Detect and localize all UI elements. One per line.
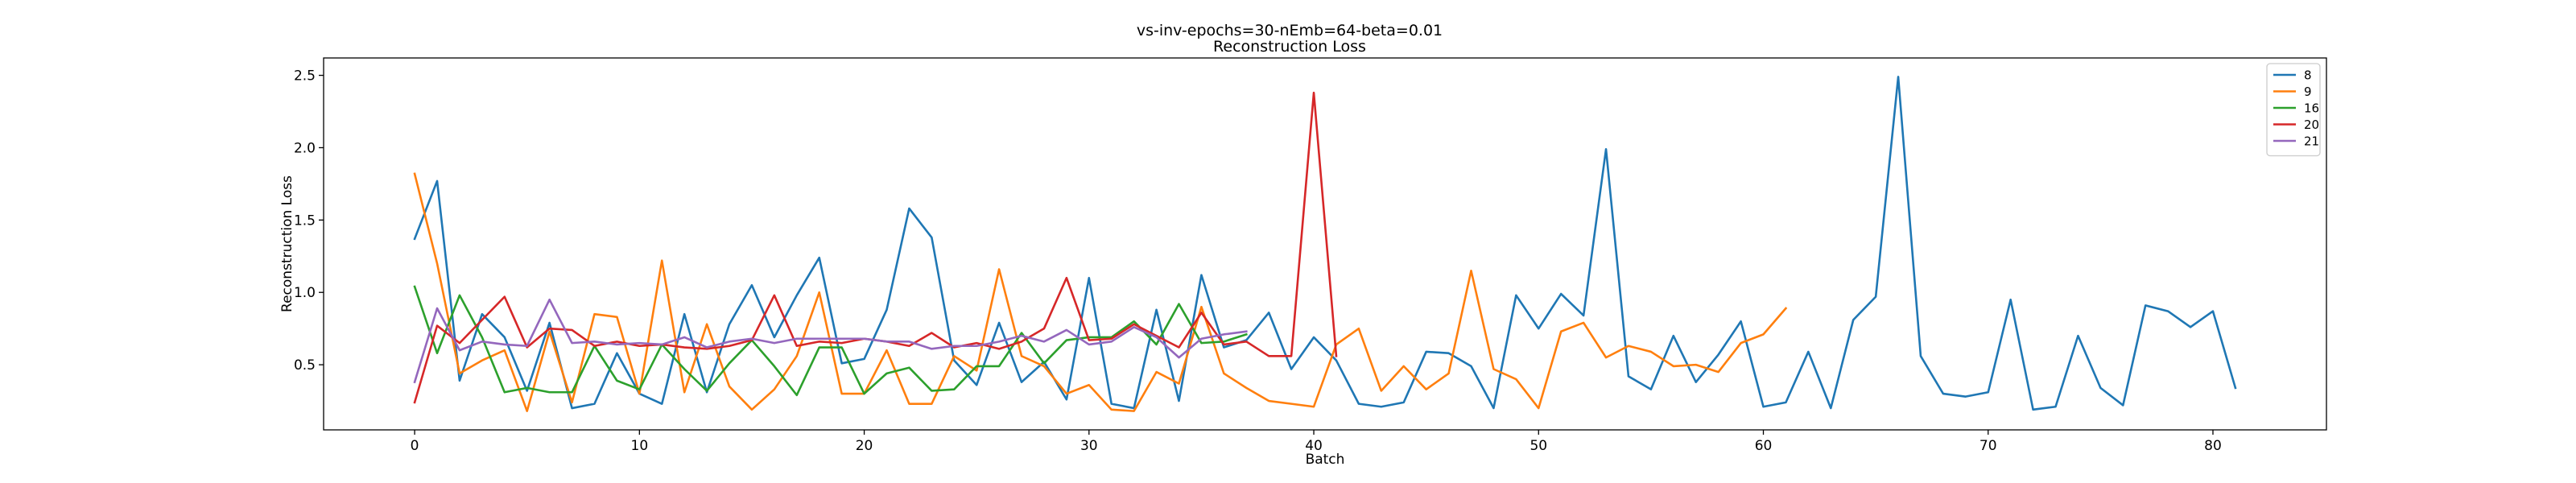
plot-area bbox=[413, 76, 2237, 412]
x-tick-label: 70 bbox=[1979, 438, 1997, 454]
legend-label-9: 9 bbox=[2304, 85, 2312, 99]
chart-title: vs-inv-epochs=30-nEmb=64-beta=0.01 bbox=[1137, 22, 1443, 39]
y-tick-label: 2.0 bbox=[294, 140, 316, 156]
x-tick-label: 50 bbox=[1530, 438, 1547, 454]
y-tick-label: 2.5 bbox=[294, 68, 316, 85]
y-axis-label: Reconstruction Loss bbox=[279, 175, 295, 312]
series-line-21 bbox=[413, 298, 1248, 384]
x-axis: 0 10 20 30 40 50 60 70 80 bbox=[411, 430, 2222, 454]
legend: 8 9 16 20 21 bbox=[2266, 63, 2321, 157]
legend-label-16: 16 bbox=[2304, 101, 2319, 116]
legend-label-20: 20 bbox=[2304, 118, 2319, 132]
x-tick-label: 0 bbox=[411, 438, 419, 454]
x-tick-label: 80 bbox=[2204, 438, 2222, 454]
x-tick-label: 20 bbox=[856, 438, 873, 454]
plot-frame bbox=[323, 57, 2327, 431]
legend-label-8: 8 bbox=[2304, 68, 2312, 83]
legend-label-21: 21 bbox=[2304, 134, 2319, 149]
x-tick-label: 60 bbox=[1755, 438, 1773, 454]
x-tick-label: 40 bbox=[1305, 438, 1323, 454]
y-tick-label: 1.0 bbox=[294, 285, 316, 301]
y-axis: 0.5 1.0 1.5 2.0 2.5 bbox=[294, 68, 324, 374]
series-line-9 bbox=[413, 172, 1788, 412]
chart-subtitle: Reconstruction Loss bbox=[1213, 38, 1366, 56]
y-tick-label: 0.5 bbox=[294, 357, 316, 374]
y-tick-label: 1.5 bbox=[294, 213, 316, 229]
series-line-8 bbox=[413, 76, 2237, 411]
legend-box bbox=[2266, 63, 2321, 157]
x-axis-label: Batch bbox=[1306, 452, 1345, 468]
series-line-20 bbox=[413, 91, 1338, 404]
series-line-16 bbox=[413, 285, 1248, 397]
x-tick-label: 30 bbox=[1080, 438, 1098, 454]
x-tick-label: 10 bbox=[631, 438, 649, 454]
